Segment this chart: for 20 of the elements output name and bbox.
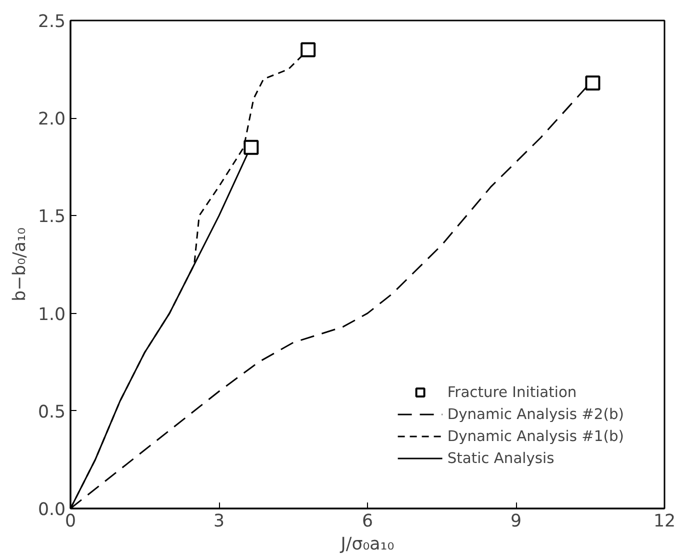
legend-label: Static Analysis (447, 450, 554, 466)
y-tick-label: 1.0 (38, 304, 66, 325)
legend-label: Dynamic Analysis #1(b) (447, 428, 624, 444)
y-tick-label: 2.5 (38, 12, 66, 32)
point (585, 75, 600, 90)
y-tick-label: 2.0 (38, 110, 66, 130)
legend-label: Dynamic Analysis #2(b) (447, 406, 624, 422)
y-tick-label: 1.5 (38, 207, 66, 228)
point (244, 140, 259, 155)
y-tick-label: 0.5 (38, 402, 66, 422)
y-axis-title: b−b₀/a₁₀ (10, 228, 30, 302)
y-tick-label: 0.0 (38, 500, 66, 520)
x-tick-label: 6 (362, 512, 374, 532)
point (300, 42, 316, 58)
x-tick-label: 0 (64, 512, 76, 532)
x-tick-label: 9 (510, 512, 522, 532)
x-tick-label: 12 (653, 512, 676, 532)
x-tick-label: 3 (213, 512, 225, 532)
legend-label: Fracture Initiation (447, 384, 577, 400)
x-axis-title: J/σ₀a₁₀ (340, 534, 394, 554)
